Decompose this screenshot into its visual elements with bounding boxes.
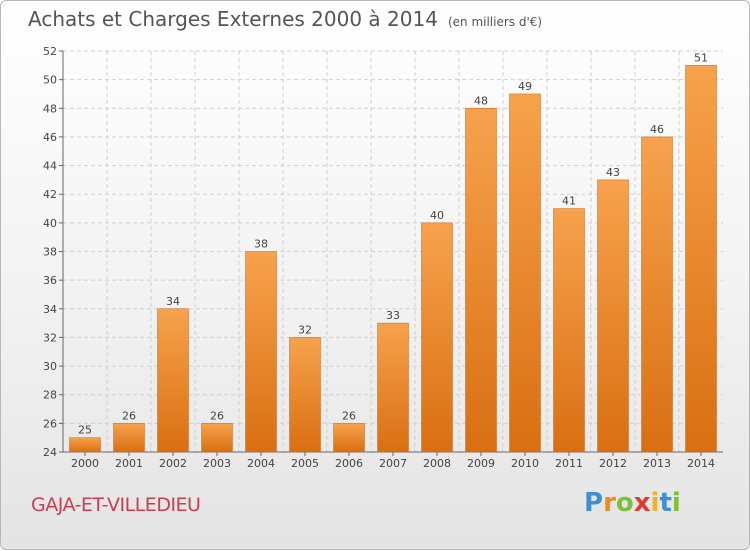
data-label: 26 xyxy=(122,409,136,422)
x-tick-label: 2002 xyxy=(159,457,187,470)
data-label: 51 xyxy=(694,51,708,64)
y-tick-label: 26 xyxy=(43,417,57,430)
labels: 24 26 28 30 32 34 36 38 40 42 44 46 48 50 52 25 2000 26 20… xyxy=(43,45,715,470)
bar xyxy=(245,251,277,453)
bar xyxy=(113,423,145,453)
bar xyxy=(641,136,673,453)
logo-letter: P xyxy=(584,488,604,518)
y-tick-label: 48 xyxy=(43,102,57,115)
y-tick-label: 44 xyxy=(43,160,57,173)
data-label: 26 xyxy=(342,409,356,422)
logo-letter: o xyxy=(615,488,634,518)
x-tick-label: 2005 xyxy=(291,457,319,470)
y-tick-label: 34 xyxy=(43,303,57,316)
x-tick-label: 2010 xyxy=(511,457,539,470)
logo-letter: x xyxy=(633,488,651,518)
chart-subtitle: (en milliers d'€) xyxy=(447,15,543,29)
y-tick-label: 52 xyxy=(43,45,57,58)
x-tick-label: 2012 xyxy=(599,457,627,470)
chart-title: Achats et Charges Externes 2000 à 2014 (e… xyxy=(28,7,542,31)
bar xyxy=(289,337,321,453)
x-tick-label: 2001 xyxy=(115,457,143,470)
x-tick-label: 2004 xyxy=(247,457,275,470)
data-label: 46 xyxy=(650,123,664,136)
bar xyxy=(597,179,629,453)
data-label: 26 xyxy=(210,409,224,422)
bar xyxy=(509,93,541,453)
x-tick-label: 2000 xyxy=(71,457,99,470)
data-label: 40 xyxy=(430,209,444,222)
x-tick-label: 2014 xyxy=(687,457,715,470)
x-tick-label: 2003 xyxy=(203,457,231,470)
logo-letter: i xyxy=(671,488,681,518)
y-tick-label: 42 xyxy=(43,188,57,201)
y-tick-label: 28 xyxy=(43,389,57,402)
bar xyxy=(157,308,189,453)
x-tick-label: 2011 xyxy=(555,457,583,470)
y-tick-label: 50 xyxy=(43,74,57,87)
bar xyxy=(69,437,101,453)
data-label: 38 xyxy=(254,238,268,251)
bar xyxy=(377,322,409,453)
logo-letter: i xyxy=(650,488,660,518)
chart-title-text: Achats et Charges Externes 2000 à 2014 xyxy=(28,7,438,31)
y-tick-label: 32 xyxy=(43,331,57,344)
x-tick-label: 2007 xyxy=(379,457,407,470)
x-tick-label: 2013 xyxy=(643,457,671,470)
logo-letter: t xyxy=(659,488,672,518)
bar xyxy=(201,423,233,453)
y-tick-label: 24 xyxy=(43,446,57,459)
logo-letter: r xyxy=(603,488,616,518)
y-tick-label: 40 xyxy=(43,217,57,230)
data-label: 49 xyxy=(518,80,532,93)
data-label: 43 xyxy=(606,166,620,179)
x-tick-label: 2008 xyxy=(423,457,451,470)
y-tick-label: 36 xyxy=(43,274,57,287)
proxiti-logo: Proxiti xyxy=(584,488,681,518)
bars xyxy=(69,65,717,453)
x-tick-label: 2009 xyxy=(467,457,495,470)
data-label: 34 xyxy=(166,295,180,308)
x-tick-label: 2006 xyxy=(335,457,363,470)
commune-name: GAJA-ET-VILLEDIEU xyxy=(31,494,201,516)
y-tick-label: 46 xyxy=(43,131,57,144)
bar xyxy=(553,208,585,453)
data-label: 25 xyxy=(78,424,92,437)
data-label: 41 xyxy=(562,195,576,208)
bar xyxy=(333,423,365,453)
y-tick-label: 30 xyxy=(43,360,57,373)
bar xyxy=(421,222,453,453)
data-label: 32 xyxy=(298,323,312,336)
data-label: 33 xyxy=(386,309,400,322)
bar xyxy=(685,65,717,453)
data-label: 48 xyxy=(474,94,488,107)
bar xyxy=(465,108,497,453)
y-tick-label: 38 xyxy=(43,246,57,259)
